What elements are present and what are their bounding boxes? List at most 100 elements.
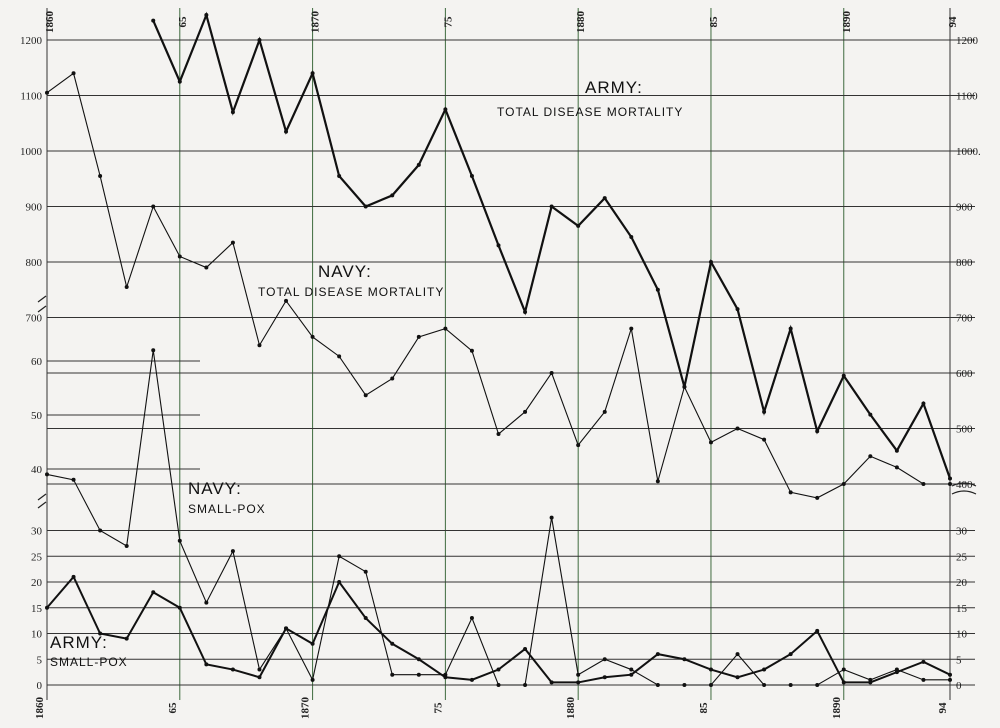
army_total-point [496, 243, 501, 248]
top-year-label: 1890 [841, 11, 853, 34]
navy_total-point [390, 376, 395, 381]
army_total-point [762, 409, 767, 414]
navy_total-point [124, 284, 129, 289]
navy_smallpox-point [177, 538, 182, 543]
left-tick-label: 1100 [20, 91, 42, 103]
navy_total-point [45, 90, 49, 95]
navy_total-point [708, 440, 713, 445]
army_smallpox-point [230, 667, 235, 672]
army_smallpox-point [682, 657, 687, 662]
navy_total-point [496, 432, 501, 437]
navy_smallpox-point [576, 672, 581, 677]
right-tick-label: 30 [956, 526, 968, 538]
army_total-point [576, 223, 581, 228]
top-year-label: 1860 [44, 11, 56, 34]
navy_smallpox-point [655, 683, 660, 687]
labels: 1200110010009008007006050403025201510501… [20, 11, 981, 720]
army_smallpox-point [602, 675, 607, 680]
army_smallpox-point [257, 675, 262, 680]
right-tick-label: 15 [956, 603, 968, 615]
navy-total-subtitle: TOTAL DISEASE MORTALITY [258, 285, 444, 299]
navy_total-point [363, 393, 368, 398]
navy_total-point [71, 71, 76, 76]
navy_total-point [629, 326, 634, 331]
navy_smallpox-point [602, 657, 607, 662]
navy_total-point [416, 334, 421, 339]
army_smallpox-point [629, 672, 634, 677]
left-tick-label: 900 [26, 202, 43, 214]
right-tick-label: 800 [956, 257, 973, 269]
army_smallpox-point [310, 641, 315, 646]
army-smallpox-title: ARMY: [50, 633, 108, 652]
navy_total-point [523, 409, 528, 414]
bottom-year-label: 65 [167, 702, 179, 714]
army_smallpox-point [337, 580, 342, 584]
navy_smallpox-point [948, 677, 952, 682]
army_smallpox-point [815, 628, 820, 633]
bottom-year-label: 1860 [34, 697, 46, 720]
navy-total-title: NAVY: [318, 262, 372, 281]
bottom-year-label: 1870 [300, 697, 312, 720]
navy_smallpox-point [124, 543, 129, 548]
army_total-point [469, 173, 474, 178]
navy-smallpox-title: NAVY: [188, 479, 242, 498]
army_smallpox-line [46, 575, 951, 684]
navy_total-point [469, 348, 474, 353]
right-tick-label: 1100 [956, 91, 978, 103]
right-tick-label: 600 [956, 368, 973, 380]
right-tick-label: 700 [956, 313, 973, 325]
army_total-point [894, 448, 899, 453]
navy_smallpox-point [337, 554, 342, 559]
army-smallpox-subtitle: SMALL-POX [50, 655, 128, 669]
navy_smallpox-point [496, 683, 501, 687]
navy_smallpox-point [682, 683, 687, 687]
left-tick-label: 20 [31, 577, 43, 589]
navy_total-point [337, 354, 342, 359]
army_smallpox-point [45, 605, 49, 610]
left-tick-label: 50 [31, 410, 43, 422]
army_smallpox-point [921, 659, 926, 664]
top-year-label: 75 [442, 16, 454, 28]
army_smallpox-point [841, 680, 846, 685]
left-tick-label: 800 [26, 257, 43, 269]
army_smallpox-point [948, 672, 952, 677]
navy_total-point [788, 490, 793, 495]
left-tick-label: 0 [37, 680, 43, 692]
navy_total-point [868, 454, 873, 459]
navy_total-point [762, 437, 767, 442]
navy_smallpox-point [708, 683, 713, 687]
army_smallpox-point [71, 574, 76, 579]
left-tick-label: 700 [26, 313, 43, 325]
navy_smallpox-point [257, 667, 262, 672]
army_total-point [655, 287, 660, 292]
left-tick-label: 25 [31, 551, 43, 563]
navy_total-point [230, 240, 235, 245]
right-tick-label: 1200 [956, 35, 979, 47]
left-scale-break [37, 493, 47, 509]
navy_smallpox-point [310, 677, 315, 682]
navy_smallpox-point [629, 667, 634, 672]
army_smallpox-point [151, 590, 156, 595]
navy_total-point [655, 479, 660, 484]
army_total-point [735, 307, 740, 312]
army_total-point [151, 18, 156, 23]
army_total-point [948, 476, 952, 481]
army_smallpox-point [788, 652, 793, 657]
army_total-point [629, 235, 634, 240]
navy_total-point [257, 343, 262, 348]
army_smallpox-point [868, 680, 873, 685]
bottom-year-label: 85 [698, 702, 710, 714]
army_smallpox-point [124, 636, 129, 641]
navy_total-point [948, 482, 952, 486]
left-tick-label: 40 [31, 464, 43, 476]
army_total-point [310, 71, 315, 76]
navy_smallpox-point [390, 672, 395, 677]
left-tick-label: 10 [31, 629, 43, 641]
army_smallpox-point [363, 616, 368, 621]
army_total-point [204, 13, 209, 18]
navy_smallpox-point [98, 528, 103, 533]
navy_smallpox-point [523, 683, 528, 687]
right-tick-label: 0 [956, 680, 962, 692]
army_total-point [788, 326, 793, 331]
